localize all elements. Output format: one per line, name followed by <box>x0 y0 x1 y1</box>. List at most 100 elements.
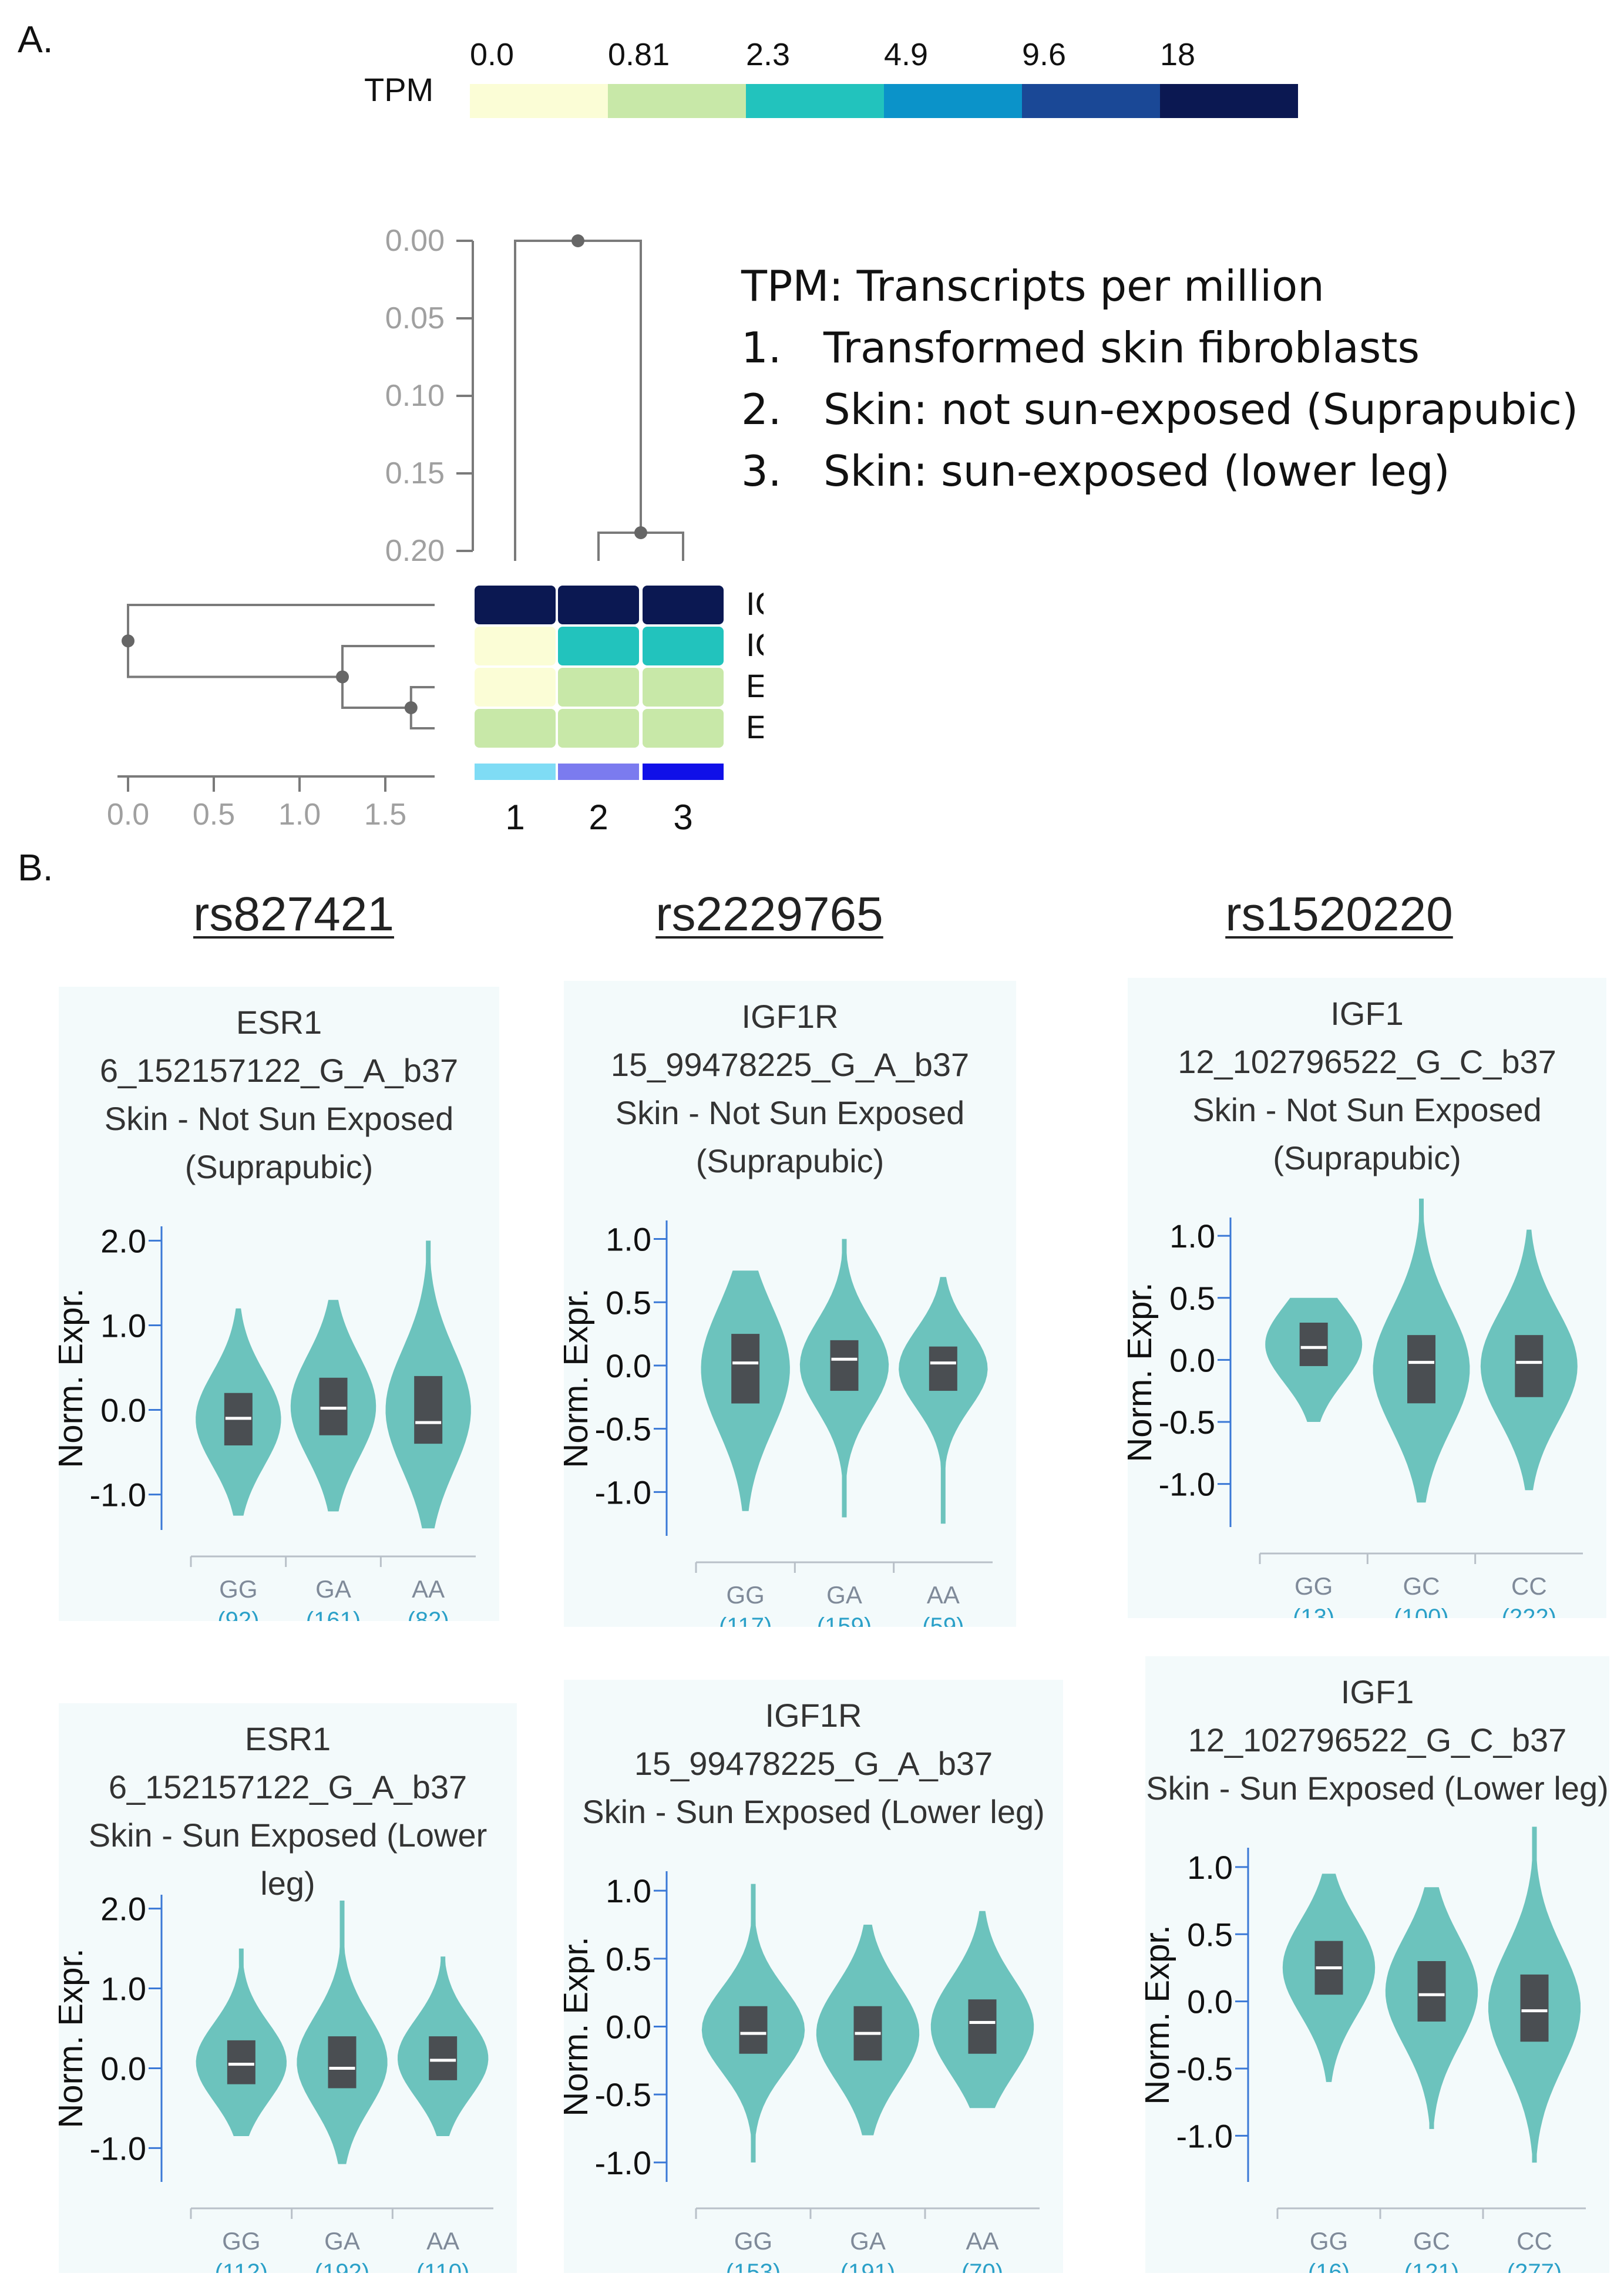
violin-plot-card: IGF1R 15_99478225_G_A_b37 Skin - Not Sun E… <box>564 981 1016 1627</box>
iqr-box <box>830 1340 859 1391</box>
row-dendrogram-node <box>336 670 349 684</box>
tpm-scale-tick: 18 <box>1160 37 1196 72</box>
sample-count-label: (13) <box>1293 1605 1334 1618</box>
expression-heatmap: 0.00 0.05 0.10 0.15 0.20 IGF1R IGF1 ESR2 ESR1 1 2 3… <box>107 224 764 837</box>
plot-tissue-title: Skin - Sun Exposed (Lower leg) <box>88 1817 487 1902</box>
heatmap-row-label: ESR2 <box>746 667 764 704</box>
tissue-color-bar <box>475 764 556 780</box>
iqr-box <box>968 1999 997 2054</box>
sample-count-label: (159) <box>817 1613 872 1627</box>
heatmap-cell <box>475 586 556 624</box>
snp-header-3: rs1520220 <box>1225 887 1453 941</box>
iqr-box <box>929 1346 957 1391</box>
tpm-scale-tick: 9.6 <box>1022 37 1067 72</box>
column-dendrogram-branch <box>514 240 642 561</box>
y-axis-label: Norm. Expr. <box>564 1288 595 1468</box>
plot-tissue-title: Skin - Not Sun Exposed <box>104 1100 454 1137</box>
iqr-box <box>731 1334 760 1404</box>
tpm-scale-tick: 0.0 <box>470 37 515 72</box>
violin-plot-card: IGF1 12_102796522_G_C_b37 Skin - Sun Expos… <box>1145 1656 1609 2273</box>
sample-count-label: (277) <box>1507 2259 1562 2273</box>
tpm-color-scale <box>470 84 1298 118</box>
genotype-label: GG <box>1295 1572 1333 1600</box>
violin-shape <box>899 1277 988 1524</box>
y-axis-label: Norm. Expr. <box>59 1948 90 2128</box>
legend-item-2-text: Skin: not sun-exposed (Suprapubic) <box>823 385 1579 434</box>
heatmap-cell <box>475 709 556 748</box>
y-axis-label: Norm. Expr. <box>1145 1925 1176 2104</box>
violin-shape <box>297 1901 388 2164</box>
tpm-scale-title: TPM <box>364 71 434 108</box>
y-axis-label: Norm. Expr. <box>59 1288 90 1468</box>
violin-plot-card: IGF1R 15_99478225_G_A_b37 Skin - Sun Expos… <box>564 1680 1063 2273</box>
genotype-label: GA <box>324 2227 360 2255</box>
legend-item-3-text: Skin: sun-exposed (lower leg) <box>823 446 1450 496</box>
plot-gene-title: IGF1 <box>1340 1673 1414 1710</box>
plot-variant-title: 15_99478225_G_A_b37 <box>610 1046 970 1083</box>
plot-tissue-subtitle: (Suprapubic) <box>184 1148 374 1185</box>
sample-count-label: (70) <box>961 2259 1003 2273</box>
legend-tpm-definition: TPM: Transcripts per million <box>741 261 1324 311</box>
plot-variant-title: 6_152157122_G_A_b37 <box>108 1768 468 1805</box>
row-dendrogram-tick-label: 0.0 <box>107 798 149 832</box>
y-axis-tick-label: 1.0 <box>1169 1218 1215 1255</box>
iqr-box <box>1299 1323 1328 1366</box>
y-axis-tick-label: -1.0 <box>595 1474 652 1511</box>
genotype-label: GG <box>726 1581 764 1609</box>
genotype-label: AA <box>426 2227 459 2255</box>
iqr-box <box>227 2040 255 2084</box>
tissue-column-label: 3 <box>673 798 692 837</box>
y-axis-tick-label: 0.5 <box>606 1941 651 1978</box>
tpm-scale-segment <box>746 84 884 118</box>
column-dendrogram-tick-label: 0.15 <box>385 456 445 490</box>
genotype-label: GC <box>1413 2227 1450 2255</box>
y-axis-tick-label: -0.5 <box>1176 2050 1233 2087</box>
y-axis-label: Norm. Expr. <box>1128 1282 1159 1462</box>
heatmap-cell <box>475 668 556 707</box>
iqr-box <box>414 1376 443 1444</box>
sample-count-label: (82) <box>408 1608 449 1621</box>
sample-count-label: (222) <box>1502 1605 1556 1618</box>
y-axis-label: Norm. Expr. <box>564 1936 595 2116</box>
plot-variant-title: 6_152157122_G_A_b37 <box>99 1052 459 1089</box>
plot-variant-title: 15_99478225_G_A_b37 <box>634 1745 993 1782</box>
tpm-scale-tick: 2.3 <box>746 37 791 72</box>
heatmap-cell <box>558 668 639 707</box>
y-axis-tick-label: 1.0 <box>100 1307 146 1344</box>
snp-header-1: rs827421 <box>193 887 394 941</box>
tpm-scale-segment <box>884 84 1022 118</box>
heatmap-cell <box>643 668 724 707</box>
sample-count-label: (112) <box>215 2259 268 2273</box>
genotype-label: GG <box>219 1575 257 1603</box>
iqr-box <box>1515 1335 1544 1397</box>
genotype-label: GG <box>222 2227 260 2255</box>
row-dendrogram-tick-label: 1.5 <box>364 798 406 832</box>
y-axis-tick-label: -1.0 <box>1176 2117 1233 2154</box>
tpm-scale-segment <box>470 84 608 118</box>
y-axis-tick-label: 2.0 <box>100 1222 146 1259</box>
heatmap-cell <box>475 627 556 665</box>
iqr-box <box>429 2036 458 2080</box>
tissue-column-label: 2 <box>589 798 608 837</box>
column-dendrogram-tick-label: 0.20 <box>385 534 445 568</box>
heatmap-cell <box>558 586 639 624</box>
row-dendrogram-node <box>122 634 135 648</box>
sample-count-label: (121) <box>1404 2259 1459 2273</box>
sample-count-label: (16) <box>1308 2259 1350 2273</box>
y-axis-tick-label: -1.0 <box>90 1477 147 1514</box>
legend-item-1-text: Transformed skin fibroblasts <box>823 323 1420 372</box>
heatmap-row-label: ESR1 <box>746 708 764 745</box>
y-axis-tick-label: 1.0 <box>100 1970 146 2007</box>
plot-tissue-title: Skin - Not Sun Exposed <box>615 1094 965 1131</box>
genotype-label: CC <box>1511 1572 1547 1600</box>
snp-header-2: rs2229765 <box>655 887 883 941</box>
iqr-box <box>1417 1961 1446 2022</box>
y-axis-tick-label: -1.0 <box>90 2130 147 2167</box>
column-dendrogram-tick-label: 0.00 <box>385 224 445 258</box>
genotype-label: GG <box>734 2227 772 2255</box>
plot-tissue-subtitle: (Suprapubic) <box>1273 1139 1461 1176</box>
